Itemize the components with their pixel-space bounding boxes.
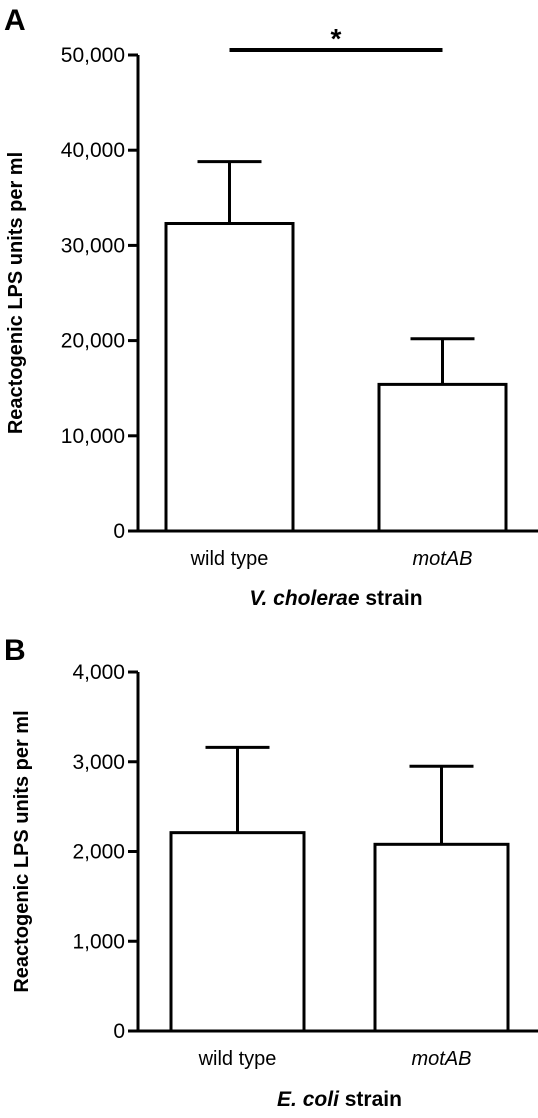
x-axis-label: V. cholerae strain [249,587,422,610]
y-tick-label: 10,000 [61,425,125,448]
y-tick-label: 0 [113,520,125,543]
y-tick-label: 2,000 [72,841,125,864]
bar [169,831,306,1033]
category-label: wild type [190,548,269,570]
panel-label-b: B [4,634,26,667]
y-tick-label: 3,000 [72,751,125,774]
significance-marker: * [331,23,342,54]
panel-a-chart: 0 10,000 20,000 30,000 40,000 50,000 Reactogen… [5,23,538,610]
y-tick-label: 4,000 [72,661,125,684]
panel-label-a: A [4,4,26,37]
x-axis-label: E. coli strain [277,1088,402,1111]
y-tick-label: 50,000 [61,44,125,67]
panel-b-chart: 0 1,000 2,000 3,000 4,000 Reactogenic LPS uni… [11,661,538,1111]
y-tick-label: 1,000 [72,930,125,953]
y-axis-label: Reactogenic LPS units per ml [5,152,27,434]
bar [164,222,295,533]
y-tick-label: 30,000 [61,234,125,257]
category-label: wild type [198,1048,277,1070]
bar [377,382,508,533]
y-tick-label: 20,000 [61,330,125,353]
y-tick-label: 0 [113,1020,125,1043]
y-axis-label: Reactogenic LPS units per ml [11,710,33,992]
bar [373,842,510,1033]
category-label: motAB [411,1048,471,1070]
category-label: motAB [412,548,472,570]
y-tick-label: 40,000 [61,139,125,162]
